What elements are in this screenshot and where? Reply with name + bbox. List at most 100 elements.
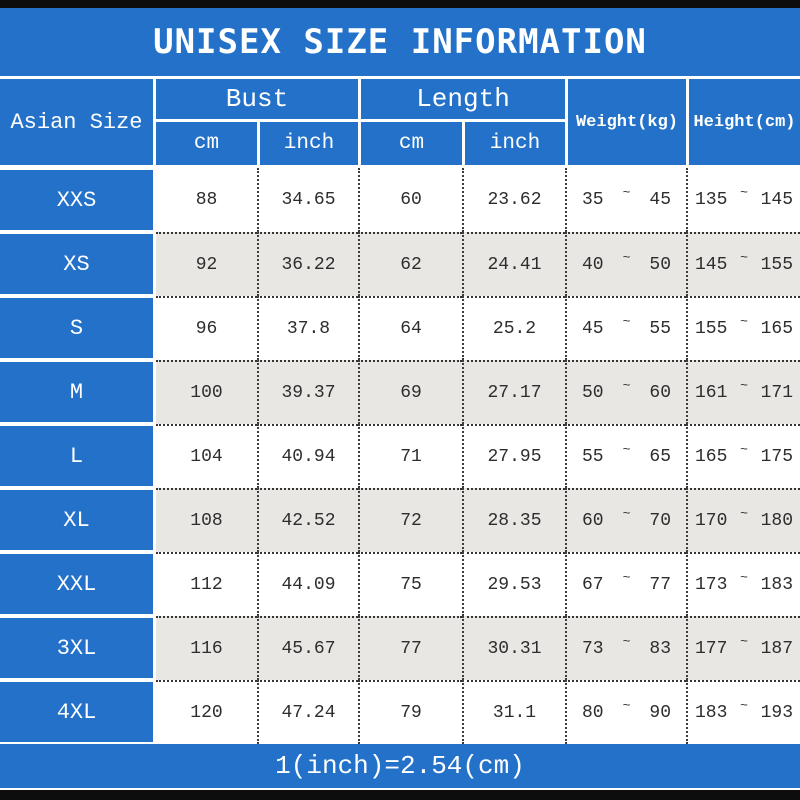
weight-min: 67	[582, 575, 604, 595]
top-black-bar	[0, 0, 800, 8]
height-min: 177	[695, 639, 728, 659]
tilde-separator: ~	[740, 697, 748, 713]
height-min: 170	[695, 511, 728, 531]
bust-inch-value: 47.24	[257, 680, 358, 744]
header-bust-inch: inch	[257, 122, 358, 165]
table-row: 4XL 120 47.24 79 31.1 80 ~90 183 ~193	[0, 680, 800, 744]
bust-inch-value: 45.67	[257, 616, 358, 680]
header-bust-cm: cm	[193, 132, 220, 155]
height-max: 175	[760, 447, 793, 467]
bust-inch-value: 37.8	[257, 296, 358, 360]
bust-cm-value: 92	[156, 232, 257, 296]
tilde-separator: ~	[740, 313, 748, 329]
size-label: 4XL	[0, 680, 156, 744]
size-label: L	[0, 424, 156, 488]
weight-range: 45 ~55	[565, 296, 686, 360]
length-cm-value: 64	[358, 296, 462, 360]
table-row: L 104 40.94 71 27.95 55 ~65 165 ~175	[0, 424, 800, 488]
weight-range: 67 ~77	[565, 552, 686, 616]
bust-inch-value: 34.65	[257, 168, 358, 232]
tilde-separator: ~	[740, 249, 748, 265]
bust-cm-value: 96	[156, 296, 257, 360]
weight-range: 50 ~60	[565, 360, 686, 424]
weight-min: 50	[582, 383, 604, 403]
tilde-separator: ~	[622, 184, 631, 200]
size-label: M	[0, 360, 156, 424]
height-range: 177 ~187	[686, 616, 800, 680]
bust-inch-value: 39.37	[257, 360, 358, 424]
bust-cm-value: 116	[156, 616, 257, 680]
height-range: 145 ~155	[686, 232, 800, 296]
height-range: 170 ~180	[686, 488, 800, 552]
weight-max: 65	[649, 447, 671, 467]
length-cm-value: 72	[358, 488, 462, 552]
length-cm-value: 60	[358, 168, 462, 232]
length-cm-value: 71	[358, 424, 462, 488]
height-min: 145	[695, 255, 728, 275]
height-max: 165	[760, 319, 793, 339]
height-range: 155 ~165	[686, 296, 800, 360]
length-inch-value: 25.2	[462, 296, 565, 360]
title-band: UNISEX SIZE INFORMATION	[0, 8, 800, 79]
table-row: XXS 88 34.65 60 23.62 35 ~45 135 ~145	[0, 168, 800, 232]
height-min: 161	[695, 383, 728, 403]
weight-max: 45	[649, 190, 671, 210]
bust-inch-value: 40.94	[257, 424, 358, 488]
length-cm-value: 69	[358, 360, 462, 424]
table-body: XXS 88 34.65 60 23.62 35 ~45 135 ~145 XS 92 36.22 62…	[0, 168, 800, 744]
bust-cm-value: 104	[156, 424, 257, 488]
bust-cm-value: 120	[156, 680, 257, 744]
header-length-inch: inch	[462, 122, 565, 165]
size-label: XL	[0, 488, 156, 552]
height-range: 135 ~145	[686, 168, 800, 232]
page-title: UNISEX SIZE INFORMATION	[153, 22, 647, 62]
length-cm-value: 62	[358, 232, 462, 296]
weight-min: 73	[582, 639, 604, 659]
weight-range: 80 ~90	[565, 680, 686, 744]
length-cm-value: 75	[358, 552, 462, 616]
height-range: 165 ~175	[686, 424, 800, 488]
length-inch-value: 23.62	[462, 168, 565, 232]
tilde-separator: ~	[622, 697, 631, 713]
table-row: XS 92 36.22 62 24.41 40 ~50 145 ~155	[0, 232, 800, 296]
weight-max: 60	[649, 383, 671, 403]
weight-max: 83	[649, 639, 671, 659]
weight-range: 35 ~45	[565, 168, 686, 232]
bust-cm-value: 112	[156, 552, 257, 616]
weight-min: 45	[582, 319, 604, 339]
height-max: 183	[760, 575, 793, 595]
weight-max: 70	[649, 511, 671, 531]
height-range: 173 ~183	[686, 552, 800, 616]
size-label: XS	[0, 232, 156, 296]
length-inch-value: 24.41	[462, 232, 565, 296]
table-row: S 96 37.8 64 25.2 45 ~55 155 ~165	[0, 296, 800, 360]
tilde-separator: ~	[740, 441, 748, 457]
weight-range: 60 ~70	[565, 488, 686, 552]
weight-min: 40	[582, 255, 604, 275]
tilde-separator: ~	[622, 633, 631, 649]
bust-inch-value: 42.52	[257, 488, 358, 552]
height-max: 171	[760, 383, 793, 403]
header-height: Height(cm)	[686, 79, 800, 165]
tilde-separator: ~	[622, 569, 631, 585]
bust-inch-value: 36.22	[257, 232, 358, 296]
size-label: XXL	[0, 552, 156, 616]
height-min: 173	[695, 575, 728, 595]
table-row: M 100 39.37 69 27.17 50 ~60 161 ~171	[0, 360, 800, 424]
tilde-separator: ~	[740, 633, 748, 649]
height-max: 187	[760, 639, 793, 659]
weight-min: 80	[582, 703, 604, 723]
tilde-separator: ~	[740, 505, 748, 521]
header-asian-size: Asian Size	[0, 79, 156, 165]
length-cm-value: 77	[358, 616, 462, 680]
length-inch-value: 30.31	[462, 616, 565, 680]
length-cm-value: 79	[358, 680, 462, 744]
height-range: 183 ~193	[686, 680, 800, 744]
length-inch-value: 29.53	[462, 552, 565, 616]
tilde-separator: ~	[622, 377, 631, 393]
length-inch-value: 31.1	[462, 680, 565, 744]
weight-max: 77	[649, 575, 671, 595]
weight-max: 55	[649, 319, 671, 339]
height-min: 183	[695, 703, 728, 723]
bust-inch-value: 44.09	[257, 552, 358, 616]
